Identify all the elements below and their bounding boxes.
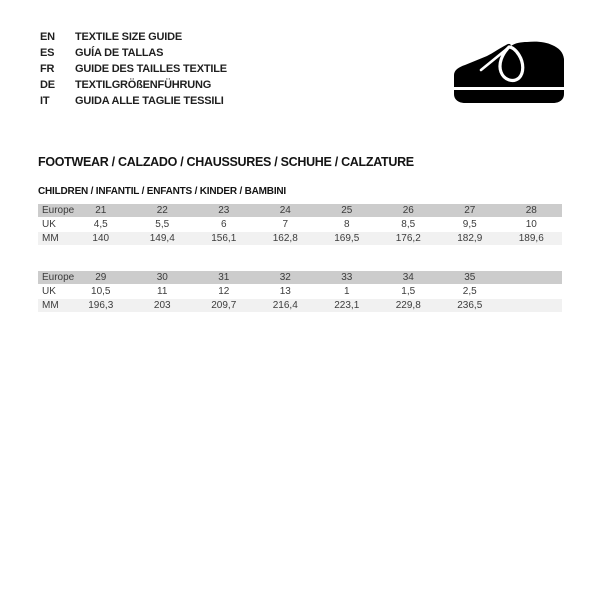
language-label: GUIDE DES TAILLES TEXTILE	[75, 63, 227, 75]
language-code: DE	[40, 79, 55, 91]
table-cell: 13	[279, 286, 291, 297]
table-cell: 216,4	[272, 300, 298, 311]
table-cell: 1	[343, 286, 350, 297]
table-cell: 149,4	[149, 233, 175, 244]
language-label: TEXTILE SIZE GUIDE	[75, 31, 183, 43]
table-cell: 28	[525, 205, 537, 216]
table-cell: 5,5	[155, 219, 170, 230]
row-label: MM	[42, 300, 59, 311]
table-cell: 11	[157, 286, 168, 297]
table-cell: 162,8	[272, 233, 298, 244]
table-cell: 236,5	[457, 300, 483, 311]
table-row-uk: UK 10,5 11 12 13 1 1,5 2,5	[38, 285, 562, 298]
table-cell	[501, 285, 563, 298]
table-row-mm: MM 196,3 203 209,7 216,4 223,1 229,8 236,5	[38, 299, 562, 312]
table-cell: 23	[218, 205, 230, 216]
table-cell: 7	[282, 219, 289, 230]
table-cell: 176,2	[395, 233, 421, 244]
language-row-es: ES GUÍA DE TALLAS	[40, 45, 227, 61]
row-label: MM	[42, 233, 59, 244]
table-cell: 10	[525, 219, 537, 230]
table-cell: 12	[218, 286, 230, 297]
table-cell: 25	[341, 205, 353, 216]
table-row-europe: Europe 29 30 31 32 33 34 35	[38, 271, 562, 284]
language-code: ES	[40, 47, 55, 59]
language-label: TEXTILGRÖßENFÜHRUNG	[75, 79, 212, 91]
table-cell: 1,5	[401, 286, 416, 297]
table-cell: 30	[156, 272, 168, 283]
size-table-1: Europe 21 22 23 24 25 26 27 28 UK 4,5 5,5 6 7 8 8,5 9,5 1…	[38, 204, 562, 245]
row-label: Europe	[42, 272, 75, 283]
language-code: FR	[40, 63, 55, 75]
table-cell: 34	[402, 272, 414, 283]
language-label: GUIDA ALLE TAGLIE TESSILI	[75, 95, 224, 107]
table-row-europe: Europe 21 22 23 24 25 26 27 28	[38, 204, 562, 217]
table-cell: 203	[153, 300, 171, 311]
table-cell: 223,1	[334, 300, 360, 311]
children-shoe-icon	[453, 39, 565, 105]
table-cell: 2,5	[462, 286, 477, 297]
table-cell: 29	[95, 272, 107, 283]
table-cell: 9,5	[462, 219, 477, 230]
size-tables: Europe 21 22 23 24 25 26 27 28 UK 4,5 5,5 6 7 8 8,5 9,5 1…	[38, 204, 562, 313]
table-cell: 4,5	[93, 219, 108, 230]
section-title: FOOTWEAR / CALZADO / CHAUSSURES / SCHUHE…	[38, 155, 414, 169]
language-code: EN	[40, 31, 55, 43]
table-cell	[501, 299, 563, 312]
row-label: UK	[42, 219, 56, 230]
table-cell: 182,9	[457, 233, 483, 244]
table-cell: 32	[279, 272, 291, 283]
table-row-uk: UK 4,5 5,5 6 7 8 8,5 9,5 10	[38, 218, 562, 231]
table-cell: 229,8	[395, 300, 421, 311]
size-table-2: Europe 29 30 31 32 33 34 35 UK 10,5 11 12 13 1 1,5 2,5 M…	[38, 271, 562, 312]
table-row-mm: MM 140 149,4 156,1 162,8 169,5 176,2 182,9 189,6	[38, 232, 562, 245]
table-cell: 21	[95, 205, 107, 216]
row-label: Europe	[42, 205, 75, 216]
table-cell: 8	[343, 219, 350, 230]
table-cell: 8,5	[401, 219, 416, 230]
table-cell: 24	[279, 205, 291, 216]
table-cell: 169,5	[334, 233, 360, 244]
language-row-fr: FR GUIDE DES TAILLES TEXTILE	[40, 61, 227, 77]
table-cell: 27	[464, 205, 476, 216]
table-cell: 22	[156, 205, 168, 216]
table-cell	[501, 271, 563, 284]
table-cell: 10,5	[91, 286, 111, 297]
row-label: UK	[42, 286, 56, 297]
section-subtitle: CHILDREN / INFANTIL / ENFANTS / KINDER /…	[38, 186, 286, 197]
table-cell: 31	[218, 272, 230, 283]
language-list: EN TEXTILE SIZE GUIDE ES GUÍA DE TALLAS FR GU…	[40, 29, 227, 109]
language-row-de: DE TEXTILGRÖßENFÜHRUNG	[40, 77, 227, 93]
table-cell: 189,6	[518, 233, 544, 244]
language-label: GUÍA DE TALLAS	[75, 47, 164, 59]
table-cell: 156,1	[211, 233, 237, 244]
table-cell: 196,3	[88, 300, 114, 311]
table-cell: 209,7	[211, 300, 237, 311]
table-cell: 33	[341, 272, 353, 283]
language-row-it: IT GUIDA ALLE TAGLIE TESSILI	[40, 93, 227, 109]
language-code: IT	[40, 95, 50, 107]
table-cell: 140	[92, 233, 110, 244]
table-cell: 6	[220, 219, 227, 230]
table-cell: 35	[464, 272, 476, 283]
table-cell: 26	[402, 205, 414, 216]
language-row-en: EN TEXTILE SIZE GUIDE	[40, 29, 227, 45]
